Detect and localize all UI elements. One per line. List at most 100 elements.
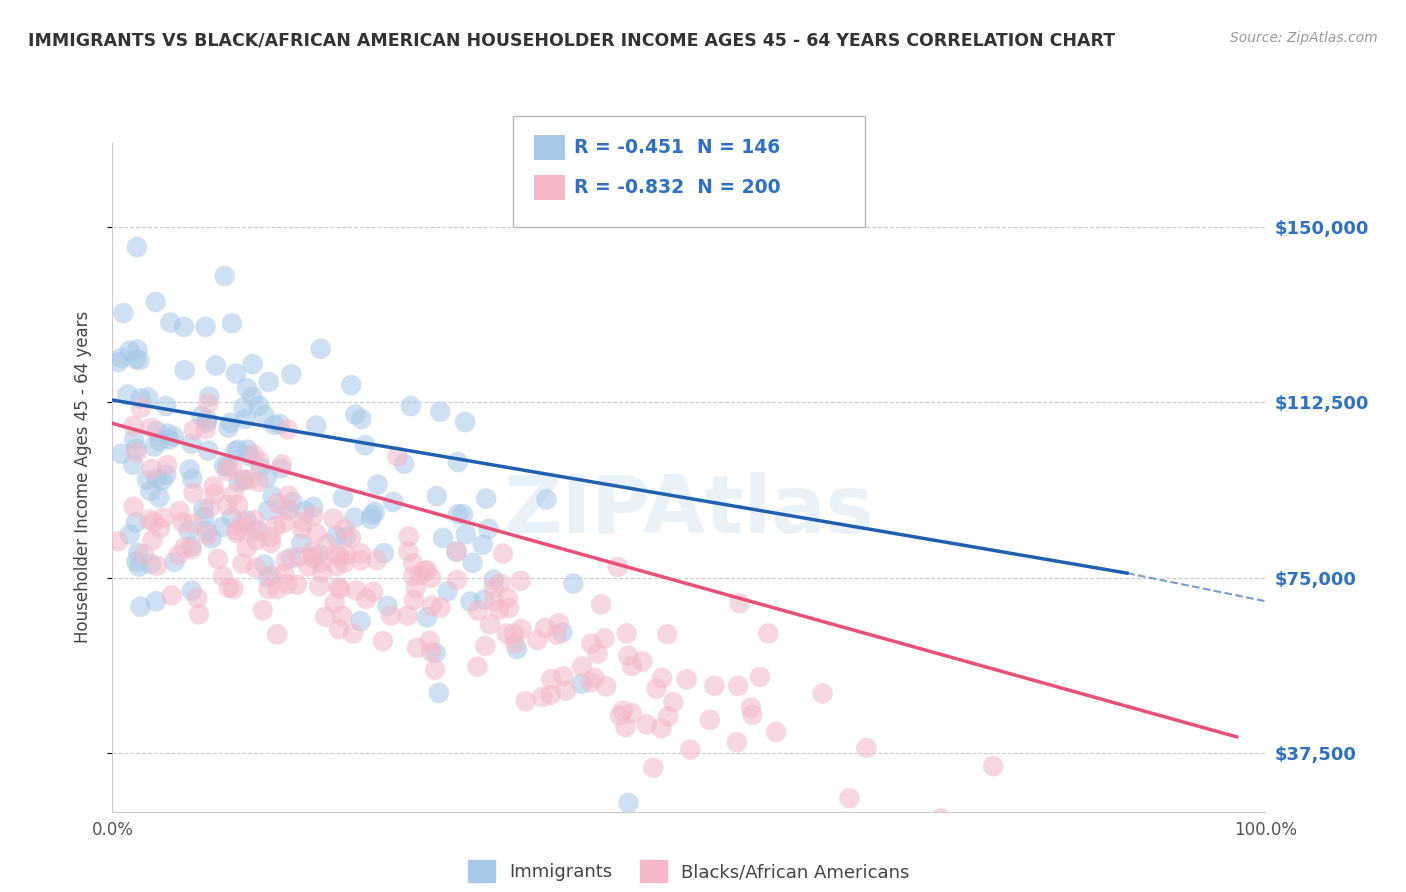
Point xyxy=(290,536,312,550)
Point xyxy=(118,527,141,541)
Point xyxy=(302,508,325,523)
Point xyxy=(263,417,285,432)
Point xyxy=(264,519,287,533)
Point xyxy=(257,570,280,584)
Point xyxy=(236,442,259,457)
Point xyxy=(482,594,505,608)
Point xyxy=(855,740,877,755)
Point xyxy=(571,659,593,673)
Point xyxy=(540,672,562,686)
Point xyxy=(125,516,148,530)
Point xyxy=(252,603,274,617)
Point xyxy=(342,626,364,640)
Point xyxy=(340,531,363,545)
Point xyxy=(354,438,377,452)
Point xyxy=(402,593,425,607)
Point xyxy=(679,742,702,756)
Point xyxy=(349,614,371,628)
Point xyxy=(330,609,353,624)
Point xyxy=(364,505,387,519)
Point xyxy=(509,574,531,588)
Point xyxy=(112,306,135,320)
Point xyxy=(257,503,280,517)
Point xyxy=(340,378,363,392)
Point xyxy=(180,539,202,553)
Point xyxy=(198,500,221,515)
Point xyxy=(436,584,458,599)
Point xyxy=(308,548,330,562)
Point xyxy=(366,553,388,567)
Point xyxy=(451,507,474,521)
Point xyxy=(332,491,354,505)
Point xyxy=(547,616,569,631)
Point xyxy=(425,646,447,660)
Y-axis label: Householder Income Ages 45 - 64 years: Householder Income Ages 45 - 64 years xyxy=(73,311,91,643)
Point xyxy=(280,551,302,566)
Point xyxy=(382,495,405,509)
Point xyxy=(156,426,179,441)
Point xyxy=(356,591,378,606)
Point xyxy=(467,659,489,673)
Point xyxy=(427,686,450,700)
Point xyxy=(413,564,436,578)
Point xyxy=(232,521,254,535)
Point xyxy=(245,533,267,548)
Point xyxy=(454,415,477,429)
Point xyxy=(218,581,240,595)
Point xyxy=(662,695,685,709)
Point xyxy=(141,533,163,547)
Point xyxy=(276,577,298,591)
Point xyxy=(122,458,145,472)
Point xyxy=(205,359,228,373)
Point xyxy=(420,599,443,613)
Text: R = -0.832  N = 200: R = -0.832 N = 200 xyxy=(574,178,780,197)
Point xyxy=(314,609,336,624)
Point xyxy=(143,515,166,529)
Point xyxy=(553,669,575,683)
Point xyxy=(350,546,373,560)
Point xyxy=(232,473,254,487)
Point xyxy=(420,645,443,659)
Point xyxy=(294,504,316,518)
Point xyxy=(152,474,174,488)
Point xyxy=(301,545,323,559)
Text: Source: ZipAtlas.com: Source: ZipAtlas.com xyxy=(1230,31,1378,45)
Point xyxy=(350,412,373,426)
Point xyxy=(270,458,292,472)
Point xyxy=(145,424,167,438)
Point xyxy=(402,557,425,571)
Point xyxy=(586,647,609,661)
Point xyxy=(297,559,319,574)
Point xyxy=(285,577,308,591)
Point xyxy=(181,472,204,486)
Point xyxy=(617,648,640,663)
Point xyxy=(129,392,152,406)
Point xyxy=(280,368,302,382)
Point xyxy=(194,422,217,436)
Point xyxy=(173,541,195,555)
Point xyxy=(482,573,505,587)
Point xyxy=(197,443,219,458)
Point xyxy=(152,510,174,524)
Point xyxy=(256,471,278,485)
Point xyxy=(141,462,163,476)
Point xyxy=(281,495,304,509)
Point xyxy=(228,475,250,489)
Point xyxy=(589,598,612,612)
Point xyxy=(247,454,270,468)
Point xyxy=(291,521,314,535)
Point xyxy=(132,547,155,561)
Point xyxy=(125,445,148,459)
Point xyxy=(728,596,751,610)
Point xyxy=(125,555,148,569)
Text: ZIPAtlas: ZIPAtlas xyxy=(503,472,875,549)
Point xyxy=(328,549,350,564)
Point xyxy=(207,552,229,566)
Point xyxy=(498,601,520,615)
Point xyxy=(323,596,346,610)
Point xyxy=(225,367,247,381)
Point xyxy=(149,434,172,449)
Point xyxy=(606,560,628,574)
Point xyxy=(741,707,763,722)
Point xyxy=(145,594,167,608)
